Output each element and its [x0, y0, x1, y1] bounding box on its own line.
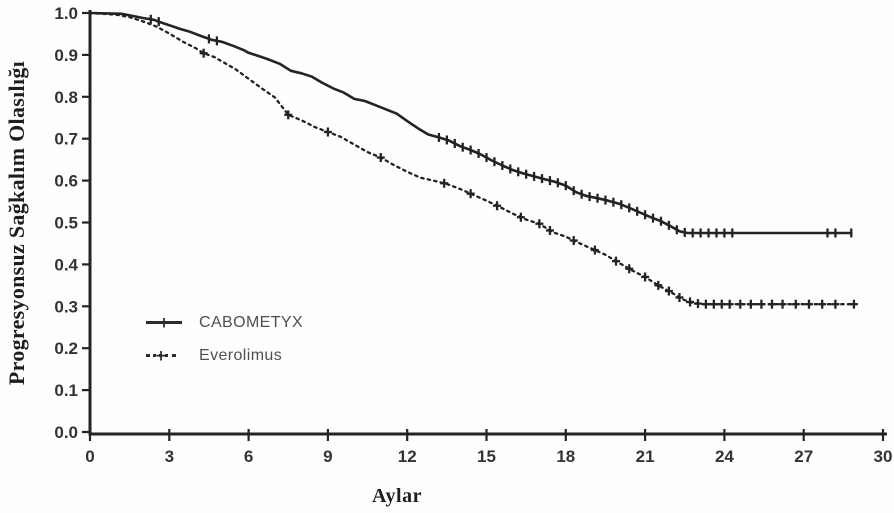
x-tick-label: 27 [794, 447, 813, 466]
y-tick-label: 0.3 [54, 297, 78, 316]
y-tick-label: 0.7 [54, 130, 78, 149]
legend-item-everolimus: + Everolimus [146, 339, 303, 372]
legend: + CABOMETYX + Everolimus [146, 306, 303, 372]
x-tick-label: 6 [244, 447, 253, 466]
x-tick-label: 15 [477, 447, 496, 466]
y-tick-label: 0.8 [54, 88, 78, 107]
x-tick-label: 24 [715, 447, 734, 466]
x-tick-label: 30 [874, 447, 893, 466]
x-axis-title: Aylar [372, 485, 422, 507]
everolimus-dotted-line-swatch: + [146, 348, 176, 363]
legend-label-cabometyx: CABOMETYX [199, 313, 304, 331]
y-tick-label: 0.5 [54, 214, 78, 233]
x-tick-label: 0 [85, 447, 94, 466]
y-tick-label: 0.4 [54, 255, 78, 274]
y-tick-label: 0.2 [54, 339, 78, 358]
legend-label-everolimus: Everolimus [199, 346, 283, 364]
x-tick-label: 21 [636, 447, 655, 466]
censor-plus-icon: + [154, 346, 168, 364]
y-tick-label: 1.0 [54, 4, 78, 23]
y-axis-title: Progresyonsuz Sağkalım Olasılığı [4, 60, 29, 386]
y-tick-label: 0.0 [54, 423, 78, 442]
x-tick-label: 9 [323, 447, 332, 466]
y-tick-label: 0.9 [54, 46, 78, 65]
cabometyx-solid-line-swatch: + [146, 315, 182, 330]
x-tick-label: 12 [398, 447, 417, 466]
y-tick-label: 0.6 [54, 172, 78, 191]
censor-tick-icon: + [157, 313, 171, 331]
y-tick-label: 0.1 [54, 381, 78, 400]
survival-curve-cabometyx [88, 11, 853, 235]
legend-item-cabometyx: + CABOMETYX [146, 306, 303, 339]
x-tick-label: 3 [165, 447, 174, 466]
x-tick-label: 18 [556, 447, 575, 466]
